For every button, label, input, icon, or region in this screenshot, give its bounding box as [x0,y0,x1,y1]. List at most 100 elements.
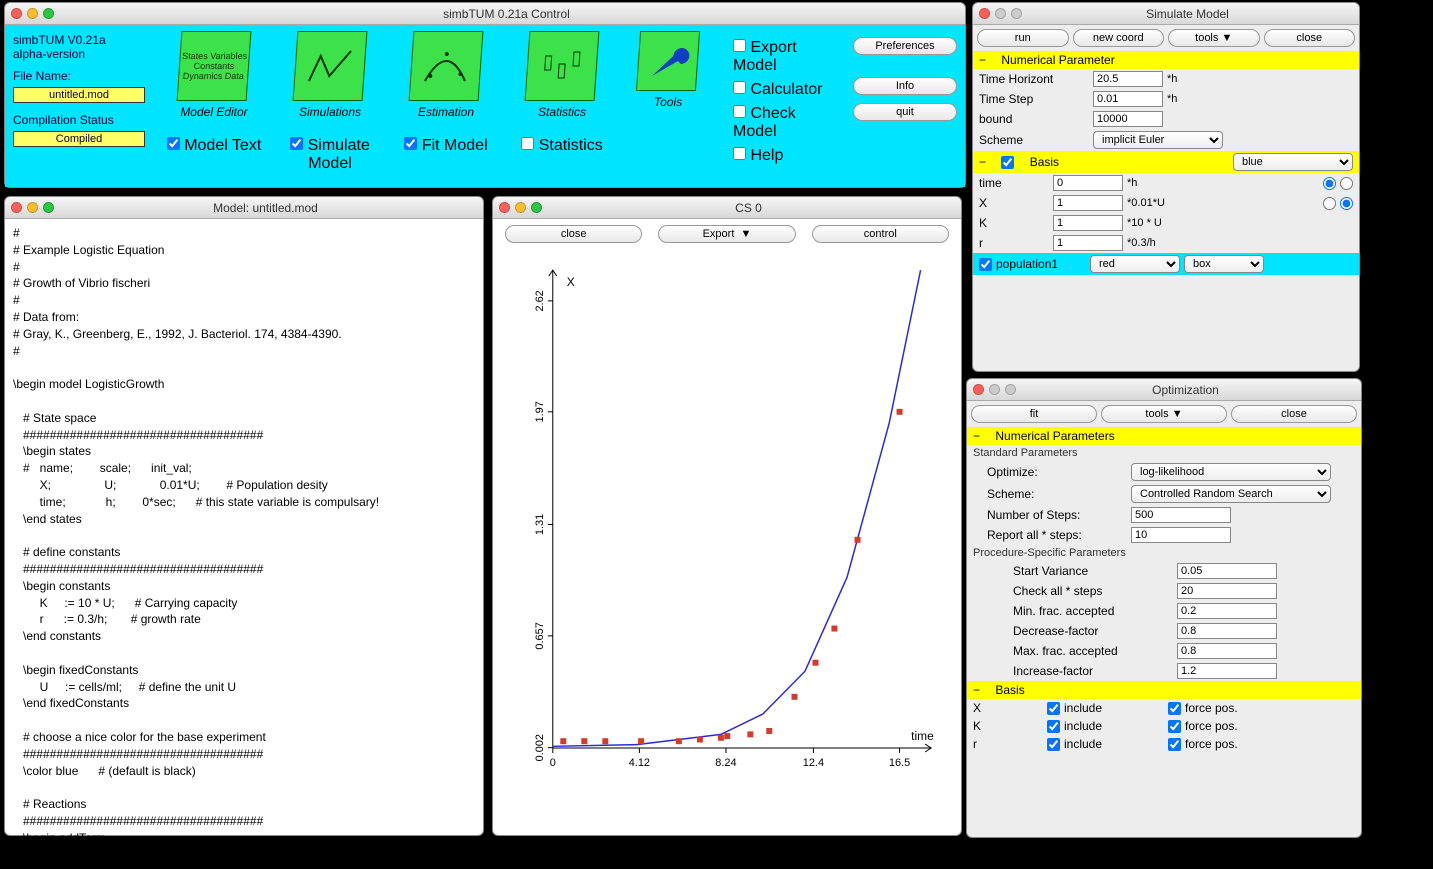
filename-button[interactable]: untitled.mod [13,87,145,103]
close-icon[interactable] [11,202,22,213]
basis-radio[interactable] [1323,197,1336,210]
sim-param-row: Time Horizont*h [973,69,1359,89]
pop-style-select[interactable]: box [1184,255,1264,273]
opt-select[interactable]: Controlled Random Search [1131,485,1331,503]
forcepos-checkbox[interactable] [1168,720,1181,733]
zoom-icon[interactable] [1011,8,1022,19]
pop-color-select[interactable]: red [1090,255,1180,273]
population-checkbox[interactable] [979,258,992,271]
include-checkbox[interactable] [1047,738,1060,751]
tools-button[interactable]: tools ▼ [1101,405,1227,423]
model-editor-icon[interactable]: States Variables Constants Dynamics Data… [159,31,269,181]
check-model-checkbox[interactable] [733,105,746,118]
svg-text:16.5: 16.5 [889,757,910,769]
basis-row: K*10 * U [973,213,1359,233]
minimize-icon[interactable] [27,8,38,19]
tool-icons-row: States Variables Constants Dynamics Data… [153,25,725,187]
minimize-icon[interactable] [989,384,1000,395]
filename-label: File Name: [13,69,145,83]
opt-input[interactable] [1131,507,1231,523]
opt-titlebar[interactable]: Optimization [967,379,1361,401]
opt-proc-row: Start Variance [1007,561,1361,581]
close-button[interactable]: close [505,225,642,243]
close-icon[interactable] [11,8,22,19]
basis-input[interactable] [1053,215,1123,231]
svg-text:4.12: 4.12 [629,757,650,769]
minimize-icon[interactable] [515,202,526,213]
close-icon[interactable] [973,384,984,395]
zoom-icon[interactable] [43,8,54,19]
cs0-titlebar[interactable]: CS 0 [493,197,961,219]
opt-proc-input[interactable] [1177,563,1277,579]
opt-proc-input[interactable] [1177,583,1277,599]
control-button[interactable]: control [812,225,949,243]
model-text-checkbox[interactable] [167,137,180,150]
forcepos-checkbox[interactable] [1168,702,1181,715]
basis-radio[interactable] [1340,177,1353,190]
zoom-icon[interactable] [1005,384,1016,395]
basis-header: − Basis blue [973,151,1359,173]
zoom-icon[interactable] [43,202,54,213]
minimize-icon[interactable] [27,202,38,213]
opt-basis-row: r include force pos. [967,735,1361,753]
simulate-titlebar[interactable]: Simulate Model [973,3,1359,25]
simulations-icon[interactable]: Simulations Simulate Model [275,31,385,181]
opt-select[interactable]: log-likelihood [1131,463,1331,481]
forcepos-checkbox[interactable] [1168,738,1181,751]
compiled-button[interactable]: Compiled [13,131,145,147]
param-input[interactable] [1093,91,1163,107]
export-model-checkbox[interactable] [733,39,746,52]
opt-proc-input[interactable] [1177,603,1277,619]
info-panel: simbTUM V0.21a alpha-version File Name: … [5,25,153,187]
preferences-button[interactable]: Preferences [853,37,957,55]
close-button[interactable]: close [1231,405,1357,423]
close-button[interactable]: close [1264,29,1356,47]
close-icon[interactable] [499,202,510,213]
include-checkbox[interactable] [1047,720,1060,733]
tools-icon[interactable]: Tools [623,31,713,181]
opt-proc-input[interactable] [1177,623,1277,639]
fit-model-checkbox[interactable] [404,137,417,150]
opt-input[interactable] [1131,527,1231,543]
basis-input[interactable] [1053,195,1123,211]
scheme-select[interactable]: implicit Euler [1093,131,1223,149]
close-icon[interactable] [979,8,990,19]
basis-color-select[interactable]: blue [1233,153,1353,171]
basis-checkbox[interactable] [1001,156,1014,169]
tools-button[interactable]: tools ▼ [1168,29,1260,47]
model-text[interactable]: # # Example Logistic Equation # # Growth… [5,219,483,869]
zoom-icon[interactable] [531,202,542,213]
basis-input[interactable] [1053,175,1123,191]
fit-button[interactable]: fit [971,405,1097,423]
help-checkbox[interactable] [733,147,746,160]
newcoord-button[interactable]: new coord [1073,29,1165,47]
control-titlebar[interactable]: simbTUM 0.21a Control [5,3,965,25]
svg-text:8.24: 8.24 [715,757,736,769]
statistics-checkbox[interactable] [521,137,534,150]
minimize-icon[interactable] [995,8,1006,19]
basis-radio[interactable] [1340,197,1353,210]
window-title: Model: untitled.mod [54,201,477,215]
opt-num-header: − Numerical Parameters [967,427,1361,445]
param-input[interactable] [1093,111,1163,127]
run-button[interactable]: run [977,29,1069,47]
svg-text:1.97: 1.97 [534,401,546,422]
model-titlebar[interactable]: Model: untitled.mod [5,197,483,219]
include-checkbox[interactable] [1047,702,1060,715]
opt-proc-input[interactable] [1177,663,1277,679]
opt-proc-input[interactable] [1177,643,1277,659]
info-button[interactable]: Info [853,77,957,95]
quit-button[interactable]: quit [853,103,957,121]
statistics-icon[interactable]: Statistics Statistics [507,31,617,181]
calculator-checkbox[interactable] [733,81,746,94]
export-button[interactable]: Export ▼ [658,225,795,243]
svg-text:0: 0 [550,757,556,769]
chart-svg: 04.128.2412.416.50.0020.6571.311.972.62t… [503,249,951,809]
param-input[interactable] [1093,71,1163,87]
basis-radio[interactable] [1323,177,1336,190]
sim-param-row: Schemeimplicit Euler [973,129,1359,151]
opt-basis-row: X include force pos. [967,699,1361,717]
estimation-icon[interactable]: Estimation Fit Model [391,31,501,181]
basis-input[interactable] [1053,235,1123,251]
simulate-model-checkbox[interactable] [290,137,303,150]
